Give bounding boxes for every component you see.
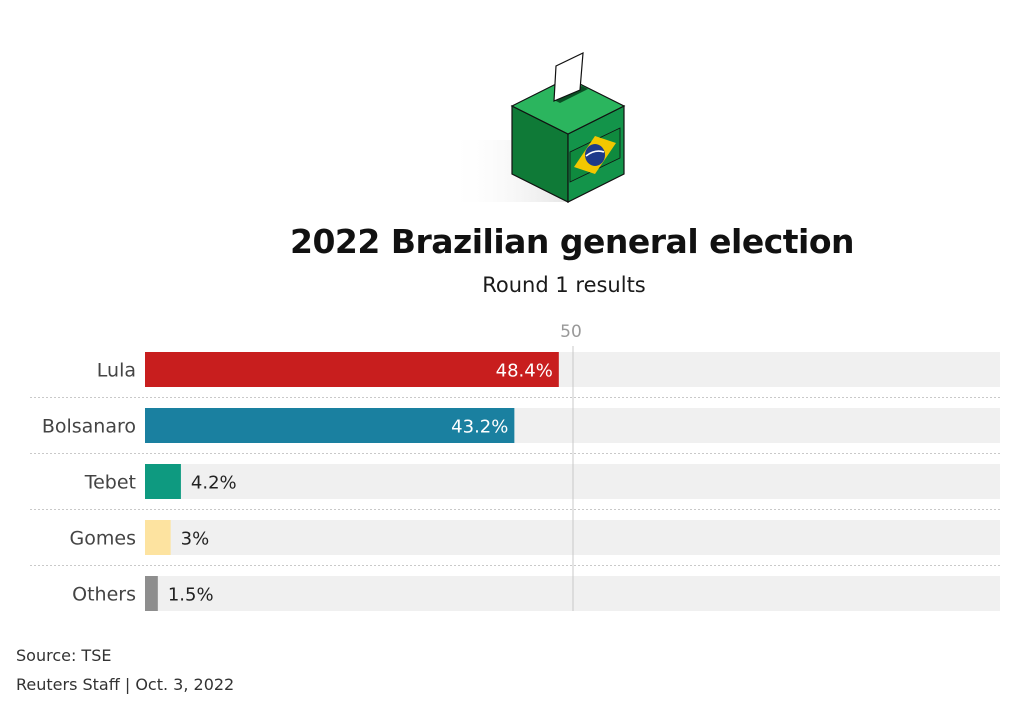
source-note: Source: TSE [16,646,112,665]
value-label-others: 1.5% [168,585,214,606]
category-label-gomes: Gomes [70,528,136,550]
bar-others [145,576,158,611]
bars [145,352,559,611]
bar-chart: 50 Lula Bolsanaro Tebet Gomes Others 48.4% 43… [30,322,1000,611]
category-label-lula: Lula [97,360,136,382]
value-labels: 48.4% 43.2% 4.2% 3% 1.5% [168,361,553,606]
value-label-tebet: 4.2% [191,473,237,494]
bar-lula [145,352,559,387]
category-label-bolsanaro: Bolsanaro [42,416,136,438]
bar-tebet [145,464,181,499]
reference-tick-label: 50 [560,322,582,342]
bar-gomes [145,520,171,555]
ballot-paper [553,52,584,102]
category-label-others: Others [72,584,136,606]
ballot-box-top [510,77,626,135]
chart-subtitle: Round 1 results [482,273,646,297]
credit-note: Reuters Staff | Oct. 3, 2022 [16,675,235,694]
value-label-gomes: 3% [181,529,210,550]
reference-line-group: 50 [560,322,582,611]
value-label-bolsanaro: 43.2% [451,417,508,438]
chart-title: 2022 Brazilian general election [289,222,855,261]
flag-band [585,150,605,157]
flag-globe [585,144,605,166]
row-separators [30,397,1000,566]
ballot-box-icon [448,52,626,203]
bar-bolsanaro [145,408,515,443]
category-label-tebet: Tebet [84,472,136,494]
category-labels: Lula Bolsanaro Tebet Gomes Others [42,360,136,606]
value-label-lula: 48.4% [496,361,553,382]
